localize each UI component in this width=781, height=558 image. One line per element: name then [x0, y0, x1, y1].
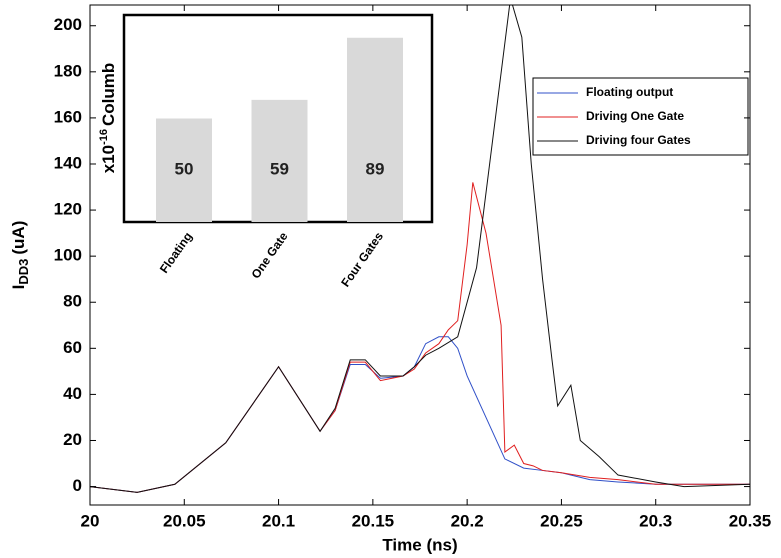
- x-tick-label: 20.3: [639, 511, 672, 530]
- x-tick-label: 20.15: [352, 511, 395, 530]
- inset-y-unit: Columb: [99, 63, 118, 126]
- series-line: [90, 182, 750, 493]
- y-tick-label: 0: [73, 476, 82, 495]
- x-tick-label: 20.35: [729, 511, 772, 530]
- y-tick-label: 120: [54, 200, 82, 219]
- legend-label: Driving four Gates: [586, 133, 691, 147]
- y-tick-label: 60: [63, 338, 82, 357]
- inset-category: Four Gates: [338, 229, 386, 289]
- inset-value-label: 50: [175, 159, 194, 178]
- y-tick-label: 80: [63, 292, 82, 311]
- y-tick-label: 100: [54, 246, 82, 265]
- inset-value-label: 89: [366, 159, 385, 178]
- x-axis-title: Time (ns): [382, 535, 457, 554]
- inset-category: Floating: [157, 230, 195, 276]
- inset-y-base: x10: [99, 145, 118, 173]
- legend-label: Floating output: [586, 85, 673, 99]
- x-tick-label: 20.1: [262, 511, 295, 530]
- inset-bar: [347, 37, 403, 222]
- series-line: [90, 5, 750, 493]
- inset-y-exp: -16: [98, 129, 110, 145]
- x-tick-label: 20: [81, 511, 100, 530]
- y-title-sub: DD3: [16, 259, 31, 285]
- y-tick-label: 140: [54, 153, 82, 172]
- y-tick-label: 200: [54, 15, 82, 34]
- plot-frame: [89, 4, 751, 506]
- y-axis-title: IDD3 (uA): [9, 221, 31, 290]
- x-tick-label: 20.25: [540, 511, 583, 530]
- y-tick-label: 40: [63, 384, 82, 403]
- x-tick-label: 20.2: [451, 511, 484, 530]
- legend-label: Driving One Gate: [586, 109, 684, 123]
- inset-value-label: 59: [270, 159, 289, 178]
- inset-y-title: x10-16 Columb: [98, 63, 119, 174]
- y-tick-label: 180: [54, 61, 82, 80]
- y-title-unit: (uA): [9, 221, 28, 255]
- y-tick-label: 20: [63, 430, 82, 449]
- inset-bar: [251, 99, 308, 222]
- inset-bar: [156, 118, 212, 222]
- y-title-main: I: [9, 285, 28, 290]
- inset-category: One Gate: [248, 229, 290, 281]
- y-tick-label: 160: [54, 107, 82, 126]
- plot-lines: [90, 5, 750, 493]
- x-tick-label: 20.05: [163, 511, 206, 530]
